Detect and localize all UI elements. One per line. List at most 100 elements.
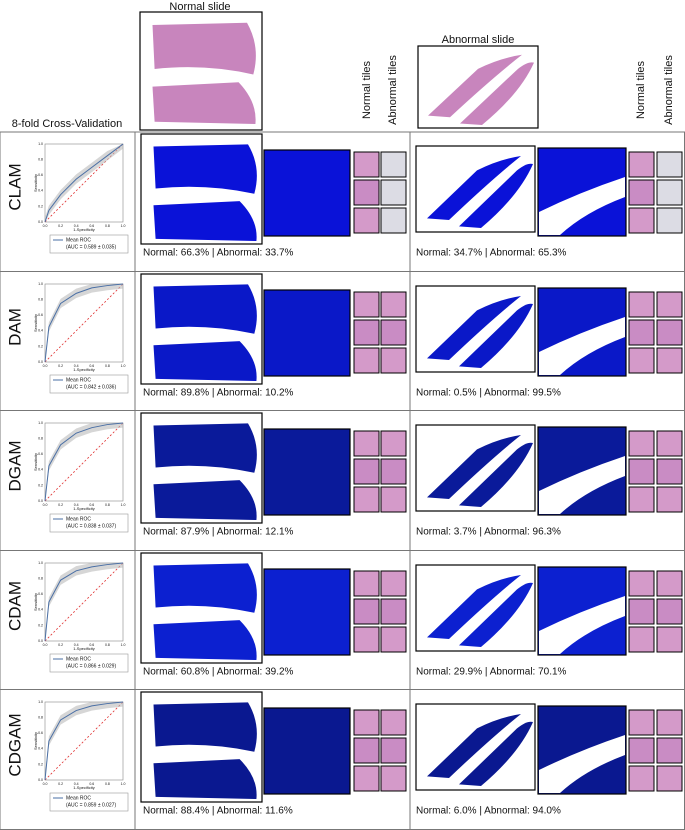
tile [380,151,407,178]
abnormal-caption: Normal: 29.9% | Abnormal: 70.1% [416,667,567,678]
roc-y-tick: 1.0 [38,282,43,286]
heatmap [153,480,257,520]
tile [380,291,407,318]
roc-band [45,702,123,780]
roc-y-tick: 0.0 [38,639,43,643]
tile [656,598,683,625]
tile [628,570,655,597]
roc-y-tick: 0.2 [38,344,43,348]
roc-y-tick: 1.0 [38,421,43,425]
roc-y-tick: 0.4 [38,329,43,333]
roc-y-tick: 0.0 [38,360,43,364]
tile [353,737,380,764]
roc-x-tick: 0.6 [89,224,94,228]
model-label: DAM [5,308,24,346]
roc-x-label: 1-Specificity [73,646,95,651]
tile [628,430,655,457]
roc-curve [44,283,124,363]
tile [380,598,407,625]
roc-x-label: 1-Specificity [73,506,95,511]
tile [353,709,380,736]
normal-caption: Normal: 66.3% | Abnormal: 33.7% [143,248,294,259]
roc-y-tick: 0.2 [38,204,43,208]
abnormal-slide-label: Abnormal slide [442,34,515,46]
roc-x-tick: 0.0 [43,364,48,368]
roc-y-tick: 0.4 [38,468,43,472]
tile [656,319,683,346]
tile [380,207,407,234]
roc-curve [44,422,124,502]
tile [353,486,380,513]
tile [628,207,655,234]
roc-legend [49,513,129,533]
tile [380,347,407,374]
roc-y-tick: 0.2 [38,762,43,766]
tile [628,626,655,653]
roc-y-tick: 1.0 [38,700,43,704]
tile [656,430,683,457]
roc-y-tick: 0.4 [38,608,43,612]
normal-caption: Normal: 88.4% | Abnormal: 11.6% [143,806,293,817]
roc-legend-text: Mean ROC [66,795,91,801]
roc-x-tick: 0.2 [58,782,63,786]
tile [353,570,380,597]
tile [656,570,683,597]
tile [656,458,683,485]
roc-x-tick: 0.8 [105,503,110,507]
model-label: CDAM [5,581,24,631]
heatmap [153,759,257,799]
tile [628,486,655,513]
roc-legend-text: Mean ROC [66,377,91,383]
heatmap [459,303,533,368]
tile [656,486,683,513]
tile [353,626,380,653]
tile [353,291,380,318]
roc-x-tick: 0.2 [58,224,63,228]
roc-legend [49,234,129,254]
roc-legend-auc: (AUC = 0.842 ± 0.036) [66,384,116,390]
tile [656,765,683,792]
roc-x-label: 1-Specificity [73,227,95,232]
zoom-background [539,317,625,375]
tile [656,347,683,374]
tile [353,765,380,792]
tile [380,765,407,792]
roc-x-tick: 0.0 [43,782,48,786]
heatmap [427,296,521,360]
roc-frame [44,422,124,502]
roc-legend-auc: (AUC = 0.859 ± 0.027) [66,802,116,808]
tile [353,430,380,457]
heatmap [153,144,257,194]
roc-y-tick: 0.4 [38,747,43,751]
roc-y-tick: 0.2 [38,623,43,627]
roc-x-tick: 1.0 [121,364,126,368]
slide-frame [139,11,263,131]
roc-legend-text: Mean ROC [66,656,91,662]
normal-tiles-label: Normal tiles [635,60,647,119]
heatmap [427,156,521,220]
roc-x-tick: 0.8 [105,782,110,786]
roc-curve [44,701,124,781]
roc-x-label: 1-Specificity [73,367,95,372]
roc-y-tick: 0.0 [38,778,43,782]
model-label: DGAM [5,441,24,492]
roc-x-tick: 1.0 [121,503,126,507]
tile [380,570,407,597]
heatmap [153,201,257,241]
tile [656,207,683,234]
roc-legend-text: Mean ROC [66,516,91,522]
roc-band [45,284,123,362]
roc-curve [44,562,124,642]
tissue-thumbnail [428,54,522,118]
roc-x-tick: 1.0 [121,643,126,647]
heatmap [153,284,257,334]
roc-y-label: Sensitivity [33,732,38,750]
tissue-thumbnail [152,22,256,75]
tissue-thumbnail [460,62,534,125]
zoom-heatmap [263,568,351,656]
roc-x-tick: 0.4 [74,782,79,786]
roc-y-label: Sensitivity [33,453,38,471]
tissue-thumbnail [152,82,256,124]
roc-frame [44,701,124,781]
